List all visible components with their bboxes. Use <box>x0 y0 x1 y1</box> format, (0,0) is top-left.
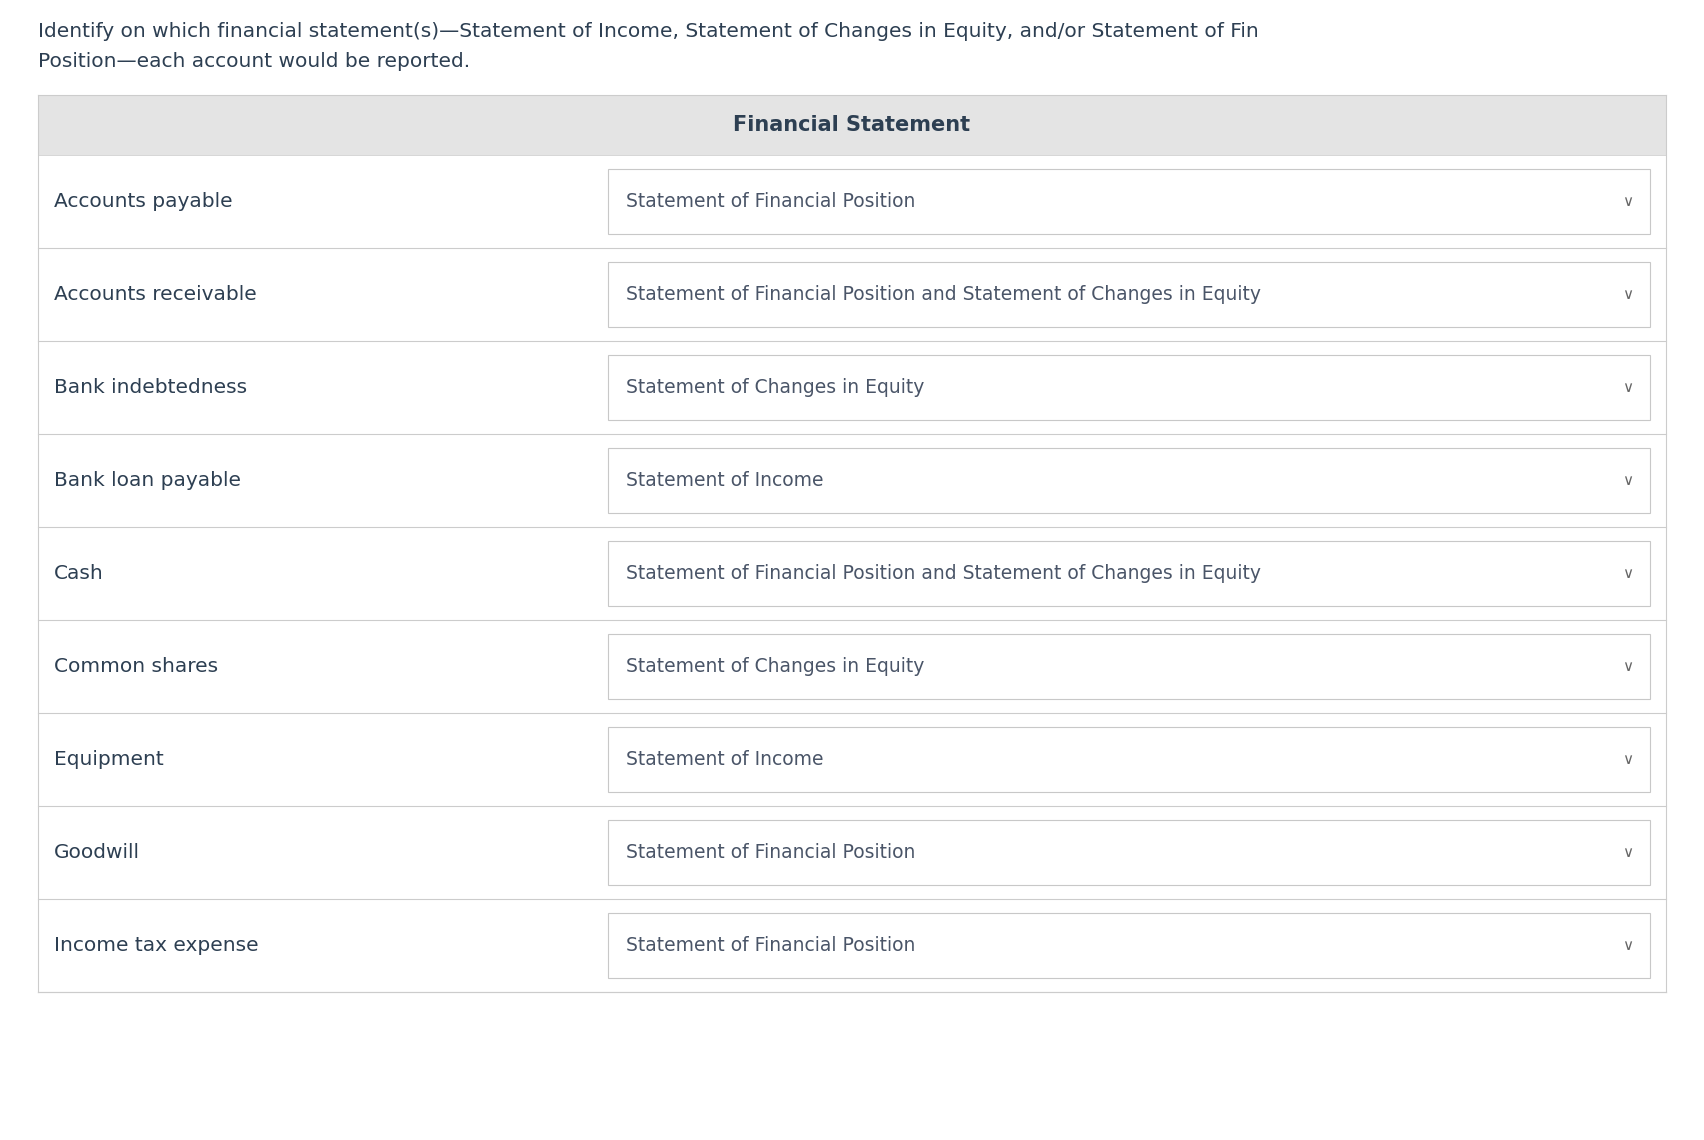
Bar <box>608 634 1649 699</box>
Text: Bank loan payable: Bank loan payable <box>55 471 240 490</box>
Text: Goodwill: Goodwill <box>55 842 140 862</box>
Text: Statement of Financial Position: Statement of Financial Position <box>625 936 915 955</box>
Bar <box>608 169 1649 234</box>
Text: Statement of Financial Position and Statement of Changes in Equity: Statement of Financial Position and Stat… <box>625 285 1261 304</box>
Text: ∨: ∨ <box>1622 845 1634 860</box>
Bar <box>608 727 1649 792</box>
Bar <box>37 434 1667 527</box>
Bar <box>608 820 1649 885</box>
Bar <box>37 899 1667 992</box>
Text: ∨: ∨ <box>1622 938 1634 953</box>
Text: ∨: ∨ <box>1622 380 1634 394</box>
Text: Common shares: Common shares <box>55 657 218 676</box>
Bar <box>37 806 1667 899</box>
Bar <box>608 913 1649 978</box>
Text: Statement of Financial Position and Statement of Changes in Equity: Statement of Financial Position and Stat… <box>625 564 1261 583</box>
Text: Position—each account would be reported.: Position—each account would be reported. <box>37 52 470 71</box>
Text: ∨: ∨ <box>1622 473 1634 488</box>
Text: ∨: ∨ <box>1622 194 1634 209</box>
Bar <box>608 355 1649 420</box>
Text: Statement of Financial Position: Statement of Financial Position <box>625 842 915 862</box>
Bar <box>608 542 1649 606</box>
Text: ∨: ∨ <box>1622 752 1634 767</box>
Bar <box>37 341 1667 434</box>
Text: Financial Statement: Financial Statement <box>733 115 971 135</box>
Bar <box>37 527 1667 620</box>
Bar <box>37 155 1667 249</box>
Text: Statement of Income: Statement of Income <box>625 750 823 770</box>
Bar <box>608 448 1649 513</box>
Text: Cash: Cash <box>55 564 104 583</box>
Text: Statement of Financial Position: Statement of Financial Position <box>625 192 915 211</box>
Text: ∨: ∨ <box>1622 659 1634 674</box>
Text: Accounts receivable: Accounts receivable <box>55 285 257 304</box>
Text: Bank indebtedness: Bank indebtedness <box>55 378 247 397</box>
Bar <box>608 262 1649 327</box>
Bar <box>37 95 1667 155</box>
Text: Statement of Changes in Equity: Statement of Changes in Equity <box>625 657 924 676</box>
Bar <box>37 249 1667 341</box>
Text: Equipment: Equipment <box>55 750 164 770</box>
Text: ∨: ∨ <box>1622 287 1634 302</box>
Text: Statement of Changes in Equity: Statement of Changes in Equity <box>625 378 924 397</box>
Text: ∨: ∨ <box>1622 565 1634 581</box>
Text: Accounts payable: Accounts payable <box>55 192 233 211</box>
Bar <box>37 712 1667 806</box>
Bar <box>37 620 1667 712</box>
Text: Income tax expense: Income tax expense <box>55 936 259 955</box>
Text: Identify on which financial statement(s)—Statement of Income, Statement of Chang: Identify on which financial statement(s)… <box>37 22 1259 41</box>
Text: Statement of Income: Statement of Income <box>625 471 823 490</box>
